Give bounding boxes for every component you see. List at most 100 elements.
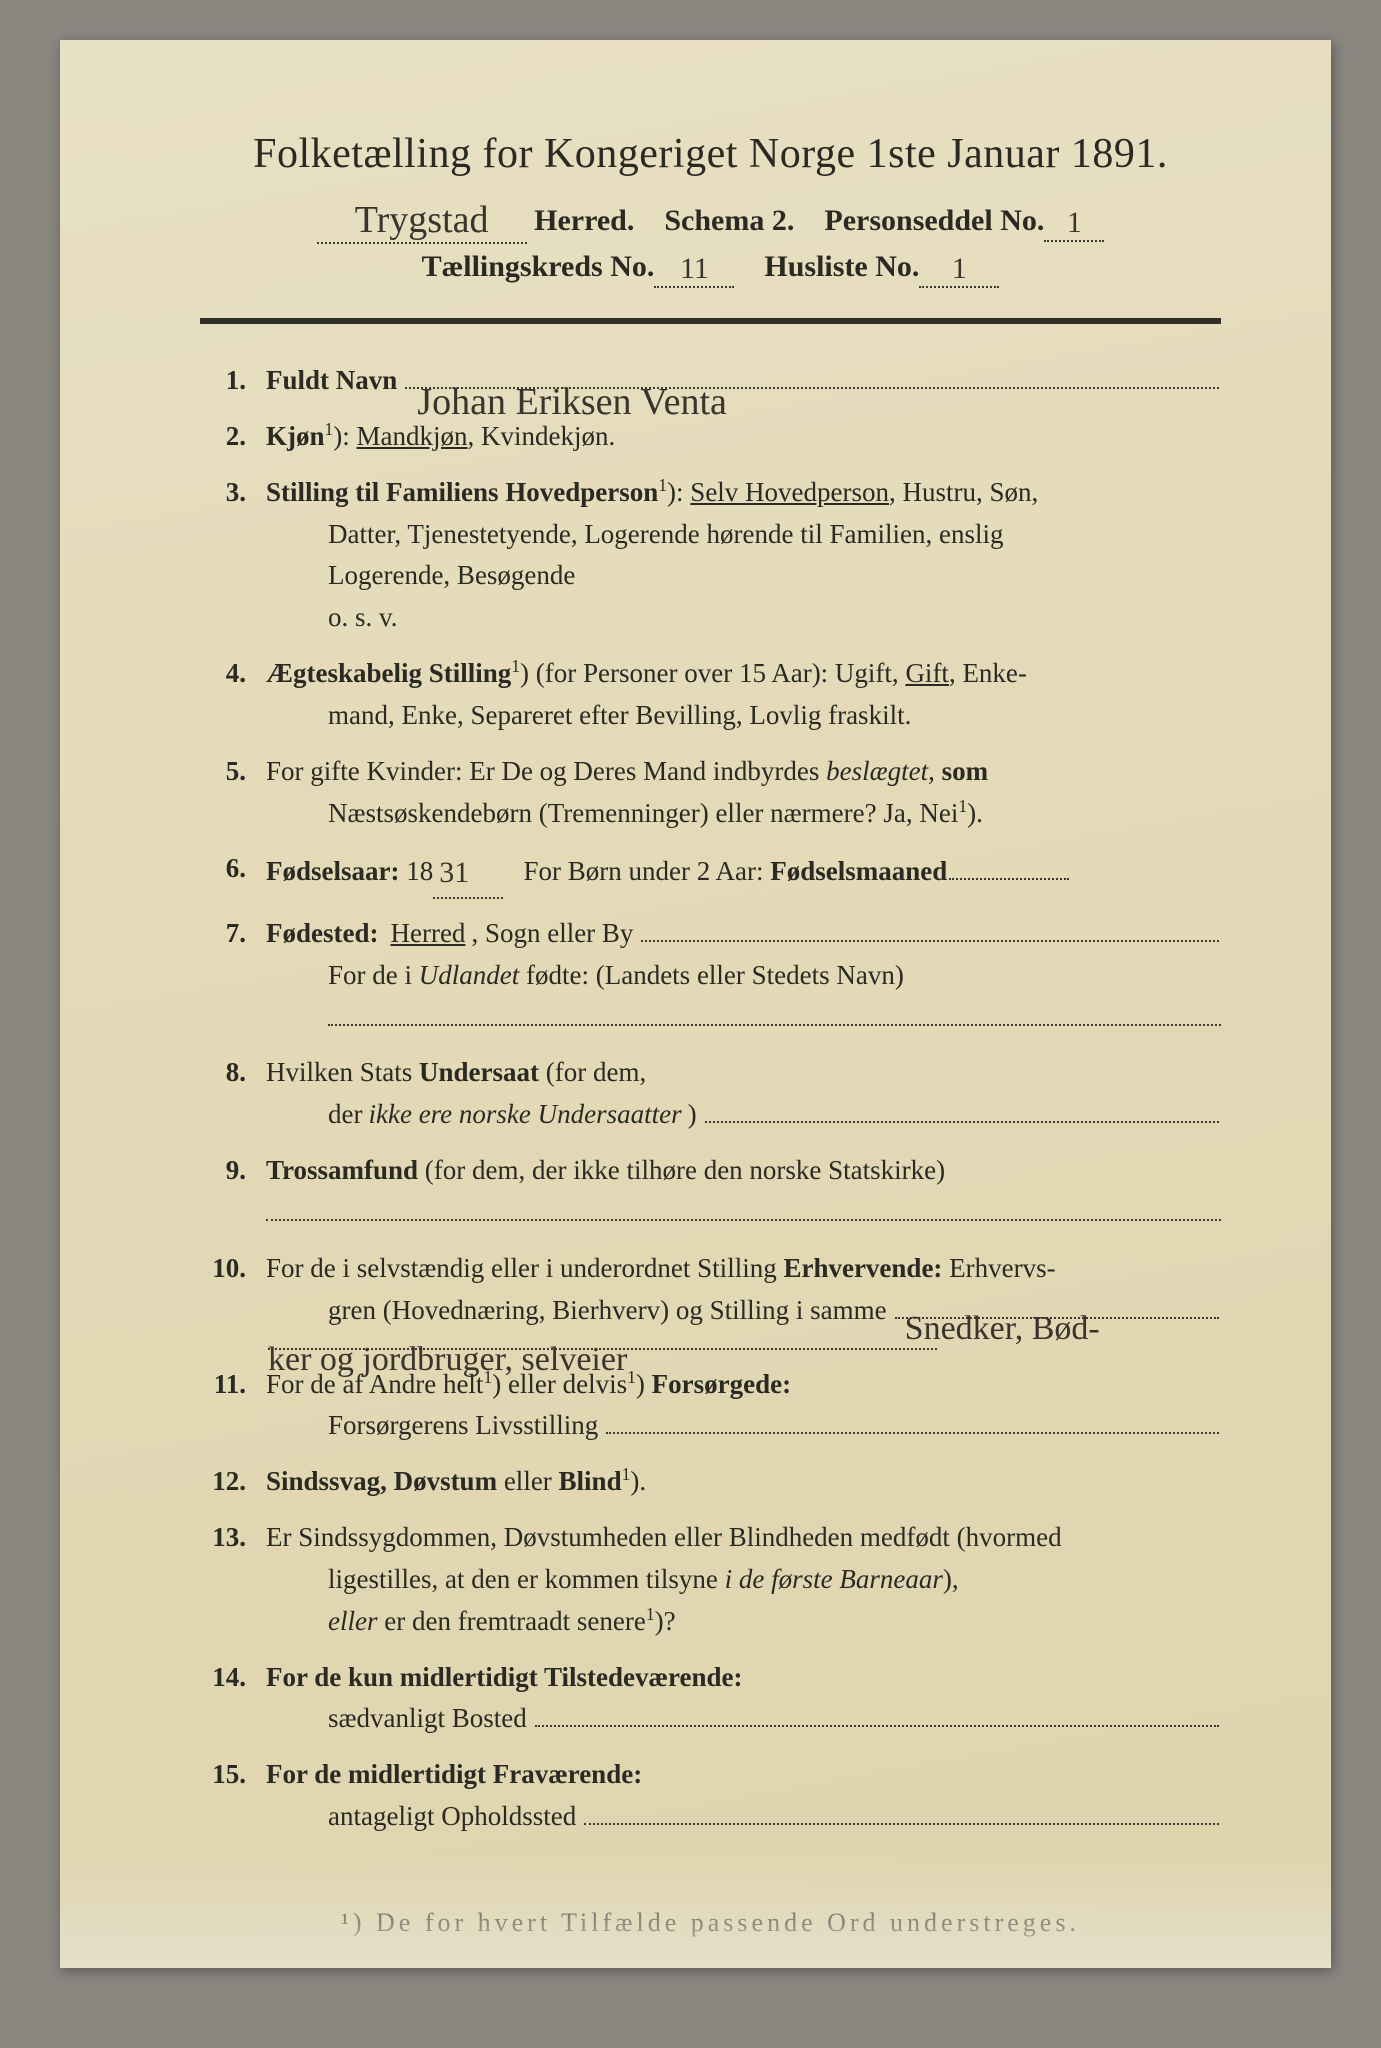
item-8-citizenship: 8. Hvilken Stats Undersaat (for dem, der… bbox=[200, 1052, 1221, 1136]
selected-option: Gift bbox=[905, 658, 949, 688]
item-number: 15. bbox=[200, 1754, 246, 1838]
item-10-occupation: 10. For de i selvstændig eller i underor… bbox=[200, 1248, 1221, 1350]
item-6-birthyear: 6. Fødselsaar: 1831 For Børn under 2 Aar… bbox=[200, 848, 1221, 899]
footnote-ref: 1 bbox=[511, 656, 520, 676]
item-13-disability-onset: 13. Er Sindssygdommen, Døvstumheden elle… bbox=[200, 1517, 1221, 1643]
kreds-label: Tællingskreds No. bbox=[422, 250, 655, 283]
birthyear-handwritten: 31 bbox=[439, 856, 469, 889]
census-form-sheet: Folketælling for Kongeriget Norge 1ste J… bbox=[60, 40, 1331, 1968]
husliste-label: Husliste No. bbox=[764, 250, 919, 283]
item-number: 12. bbox=[200, 1461, 246, 1503]
item-number: 3. bbox=[200, 472, 246, 639]
item-number: 1. bbox=[200, 360, 246, 402]
field-label: Ægteskabelig Stilling bbox=[266, 658, 511, 688]
field-label: Sindssvag, Døvstum bbox=[266, 1466, 497, 1496]
item-number: 9. bbox=[200, 1150, 246, 1234]
item-4-marital: 4. Ægteskabelig Stilling1) (for Personer… bbox=[200, 653, 1221, 737]
field-label: Trossamfund bbox=[266, 1155, 418, 1185]
field-label: Blind bbox=[559, 1466, 622, 1496]
continuation-text: Næstsøskendebørn (Tremenninger) eller næ… bbox=[328, 798, 958, 828]
mid-text: For Børn under 2 Aar: bbox=[523, 856, 770, 886]
italic-text: Udlandet bbox=[419, 960, 520, 990]
schema-label: Schema 2. bbox=[664, 204, 794, 237]
continuation-text: Forsørgerens Livsstilling bbox=[328, 1405, 598, 1447]
selected-option: Mandkjøn bbox=[357, 421, 468, 451]
header-line-kreds: Tællingskreds No.11 Husliste No.1 bbox=[200, 250, 1221, 288]
field-label: For de midlertidigt Fraværende: bbox=[266, 1759, 642, 1789]
page-background: Folketælling for Kongeriget Norge 1ste J… bbox=[0, 0, 1381, 2048]
continuation-text: fødte: (Landets eller Stedets Navn) bbox=[519, 960, 904, 990]
continuation-text: der bbox=[328, 1094, 362, 1136]
field-text: (for dem, bbox=[539, 1057, 646, 1087]
option-tail: , Kvindekjøn. bbox=[468, 421, 616, 451]
continuation-text: gren (Hovednæring, Bierhverv) og Stillin… bbox=[328, 1290, 887, 1332]
continuation-text: ligestilles, at den er kommen tilsyne bbox=[328, 1564, 725, 1594]
item-number: 6. bbox=[200, 848, 246, 899]
field-text: ) bbox=[636, 1369, 652, 1399]
field-text: For de i selvstændig eller i underordnet… bbox=[266, 1253, 783, 1283]
personseddel-label: Personseddel No. bbox=[824, 204, 1044, 237]
italic-text: beslægtet, bbox=[826, 756, 935, 786]
option-tail: , Enke- bbox=[949, 658, 1027, 688]
footnote-ref: 1 bbox=[325, 419, 334, 439]
bold-text: Erhvervende: bbox=[783, 1253, 942, 1283]
footnote-ref: 1 bbox=[658, 475, 667, 495]
form-title: Folketælling for Kongeriget Norge 1ste J… bbox=[200, 130, 1221, 178]
label-suffix: ): bbox=[333, 421, 356, 451]
italic-text: i de første Barneaar bbox=[725, 1564, 943, 1594]
continuation-text: ), bbox=[943, 1564, 959, 1594]
footnote-ref: 1 bbox=[958, 796, 967, 816]
field-text: Hvilken Stats bbox=[266, 1057, 419, 1087]
item-number: 14. bbox=[200, 1657, 246, 1741]
item-number: 5. bbox=[200, 751, 246, 835]
blank-dotted-line bbox=[328, 1008, 1221, 1026]
year-prefix: 18 bbox=[399, 856, 433, 886]
field-label: Stilling til Familiens Hovedperson bbox=[266, 477, 658, 507]
continuation-text: o. s. v. bbox=[328, 597, 1221, 639]
item-number: 11. bbox=[200, 1364, 246, 1448]
cont-tail: ). bbox=[967, 798, 983, 828]
item-5-related: 5. For gifte Kvinder: Er De og Deres Man… bbox=[200, 751, 1221, 835]
mid-text: eller bbox=[497, 1466, 558, 1496]
option-tail: , Sogn eller By bbox=[471, 913, 633, 955]
footnote-ref: 1 bbox=[646, 1604, 655, 1624]
continuation-text: For de i bbox=[328, 960, 419, 990]
item-number: 13. bbox=[200, 1517, 246, 1643]
continuation-text: er den fremtraadt senere bbox=[377, 1606, 645, 1636]
personseddel-no-handwritten: 1 bbox=[1067, 206, 1082, 239]
item-15-temporarily-absent: 15. For de midlertidigt Fraværende: anta… bbox=[200, 1754, 1221, 1838]
tail-text: )? bbox=[655, 1606, 676, 1636]
birthmonth-label: Fødselsmaaned bbox=[770, 856, 947, 886]
item-12-disability: 12. Sindssvag, Døvstum eller Blind1). bbox=[200, 1461, 1221, 1503]
continuation-text: mand, Enke, Separeret efter Bevilling, L… bbox=[328, 695, 1221, 737]
item-1-name: 1. Fuldt Navn Johan Eriksen Venta bbox=[200, 360, 1221, 402]
herred-label: Herred. bbox=[534, 204, 634, 237]
continuation-text: antageligt Opholdssted bbox=[328, 1796, 576, 1838]
selected-option: Selv Hovedperson bbox=[690, 477, 889, 507]
field-text: (for dem, der ikke tilhøre den norske St… bbox=[418, 1155, 945, 1185]
item-number: 10. bbox=[200, 1248, 246, 1350]
continuation-text: Logerende, Besøgende bbox=[328, 555, 1221, 597]
field-text: Er Sindssygdommen, Døvstumheden eller Bl… bbox=[266, 1522, 1062, 1552]
label-suffix: ) (for Personer over 15 Aar): Ugift, bbox=[520, 658, 905, 688]
item-number: 7. bbox=[200, 913, 246, 1039]
header-line-herred: Trygstad Herred. Schema 2. Personseddel … bbox=[200, 196, 1221, 244]
occupation-handwritten-2: ker og jordbruger, selveier bbox=[268, 1334, 627, 1352]
occupation-handwritten-1: Snedker, Bød- bbox=[905, 1303, 1100, 1321]
bold-tail: som bbox=[935, 756, 988, 786]
field-label: Kjøn bbox=[266, 421, 325, 451]
field-text: For gifte Kvinder: Er De og Deres Mand i… bbox=[266, 756, 826, 786]
field-label: Fødselsaar: bbox=[266, 856, 399, 886]
field-text: Erhvervs- bbox=[942, 1253, 1055, 1283]
footnote-ref: 1 bbox=[627, 1367, 636, 1387]
bold-text: Undersaat bbox=[419, 1057, 539, 1087]
tail-text: ). bbox=[630, 1466, 646, 1496]
field-label: Fuldt Navn bbox=[266, 360, 397, 402]
item-9-religion: 9. Trossamfund (for dem, der ikke tilhør… bbox=[200, 1150, 1221, 1234]
item-3-position: 3. Stilling til Familiens Hovedperson1):… bbox=[200, 472, 1221, 639]
item-14-temporarily-present: 14. For de kun midlertidigt Tilstedevære… bbox=[200, 1657, 1221, 1741]
paper-stain-decoration bbox=[60, 1858, 1331, 1968]
herred-handwritten: Trygstad bbox=[355, 199, 489, 241]
selected-option: Herred bbox=[390, 913, 465, 955]
continuation-text: Datter, Tjenestetyende, Logerende hørend… bbox=[328, 514, 1221, 556]
